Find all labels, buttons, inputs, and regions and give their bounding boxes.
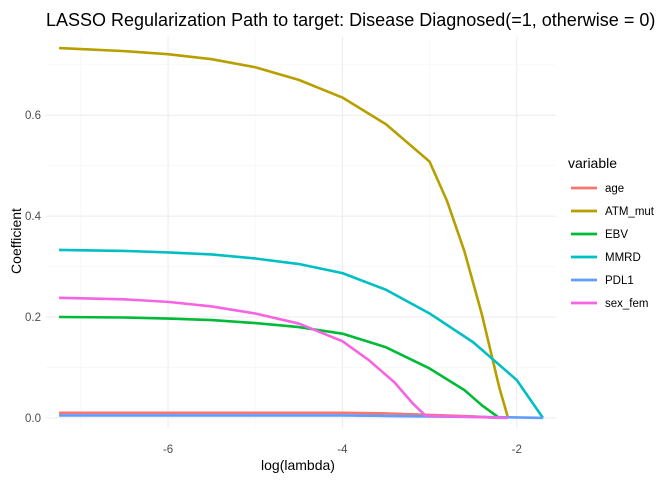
series-line-mmrd <box>59 248 544 419</box>
legend-items: age ATM_mut EBV MMRD PDL1 sex_fem <box>571 183 655 310</box>
legend-label: ATM_mut <box>605 206 655 218</box>
x-axis-ticks: -6 -4 -2 <box>163 444 522 456</box>
grid <box>46 37 556 428</box>
y-tick-label: 0.6 <box>25 110 41 122</box>
legend-label: sex_fem <box>605 298 648 310</box>
legend-label: EBV <box>605 229 628 241</box>
legend-label: MMRD <box>605 252 641 264</box>
y-tick-label: 0.4 <box>25 211 42 223</box>
y-axis-ticks: 0.0 0.2 0.4 0.6 <box>25 110 42 425</box>
legend-label: PDL1 <box>605 275 634 287</box>
legend-label: age <box>605 183 624 195</box>
series-line-ebv <box>59 315 501 419</box>
y-axis-title: Coefficient <box>8 208 24 274</box>
legend-title: variable <box>568 155 617 171</box>
series-line-atm-mut <box>59 46 510 419</box>
x-tick-label: -6 <box>163 444 173 456</box>
chart-title: LASSO Regularization Path to target: Dis… <box>46 10 655 30</box>
series-layer <box>59 46 544 420</box>
x-tick-label: -4 <box>337 444 348 456</box>
x-tick-label: -2 <box>512 444 522 456</box>
legend: variable age ATM_mut EBV MMRD PDL1 sex_fem <box>568 155 655 310</box>
y-tick-label: 0.2 <box>25 312 41 324</box>
x-axis-title: log(lambda) <box>261 457 335 473</box>
y-tick-label: 0.0 <box>25 413 41 425</box>
series-line-sex-fem <box>59 296 509 420</box>
